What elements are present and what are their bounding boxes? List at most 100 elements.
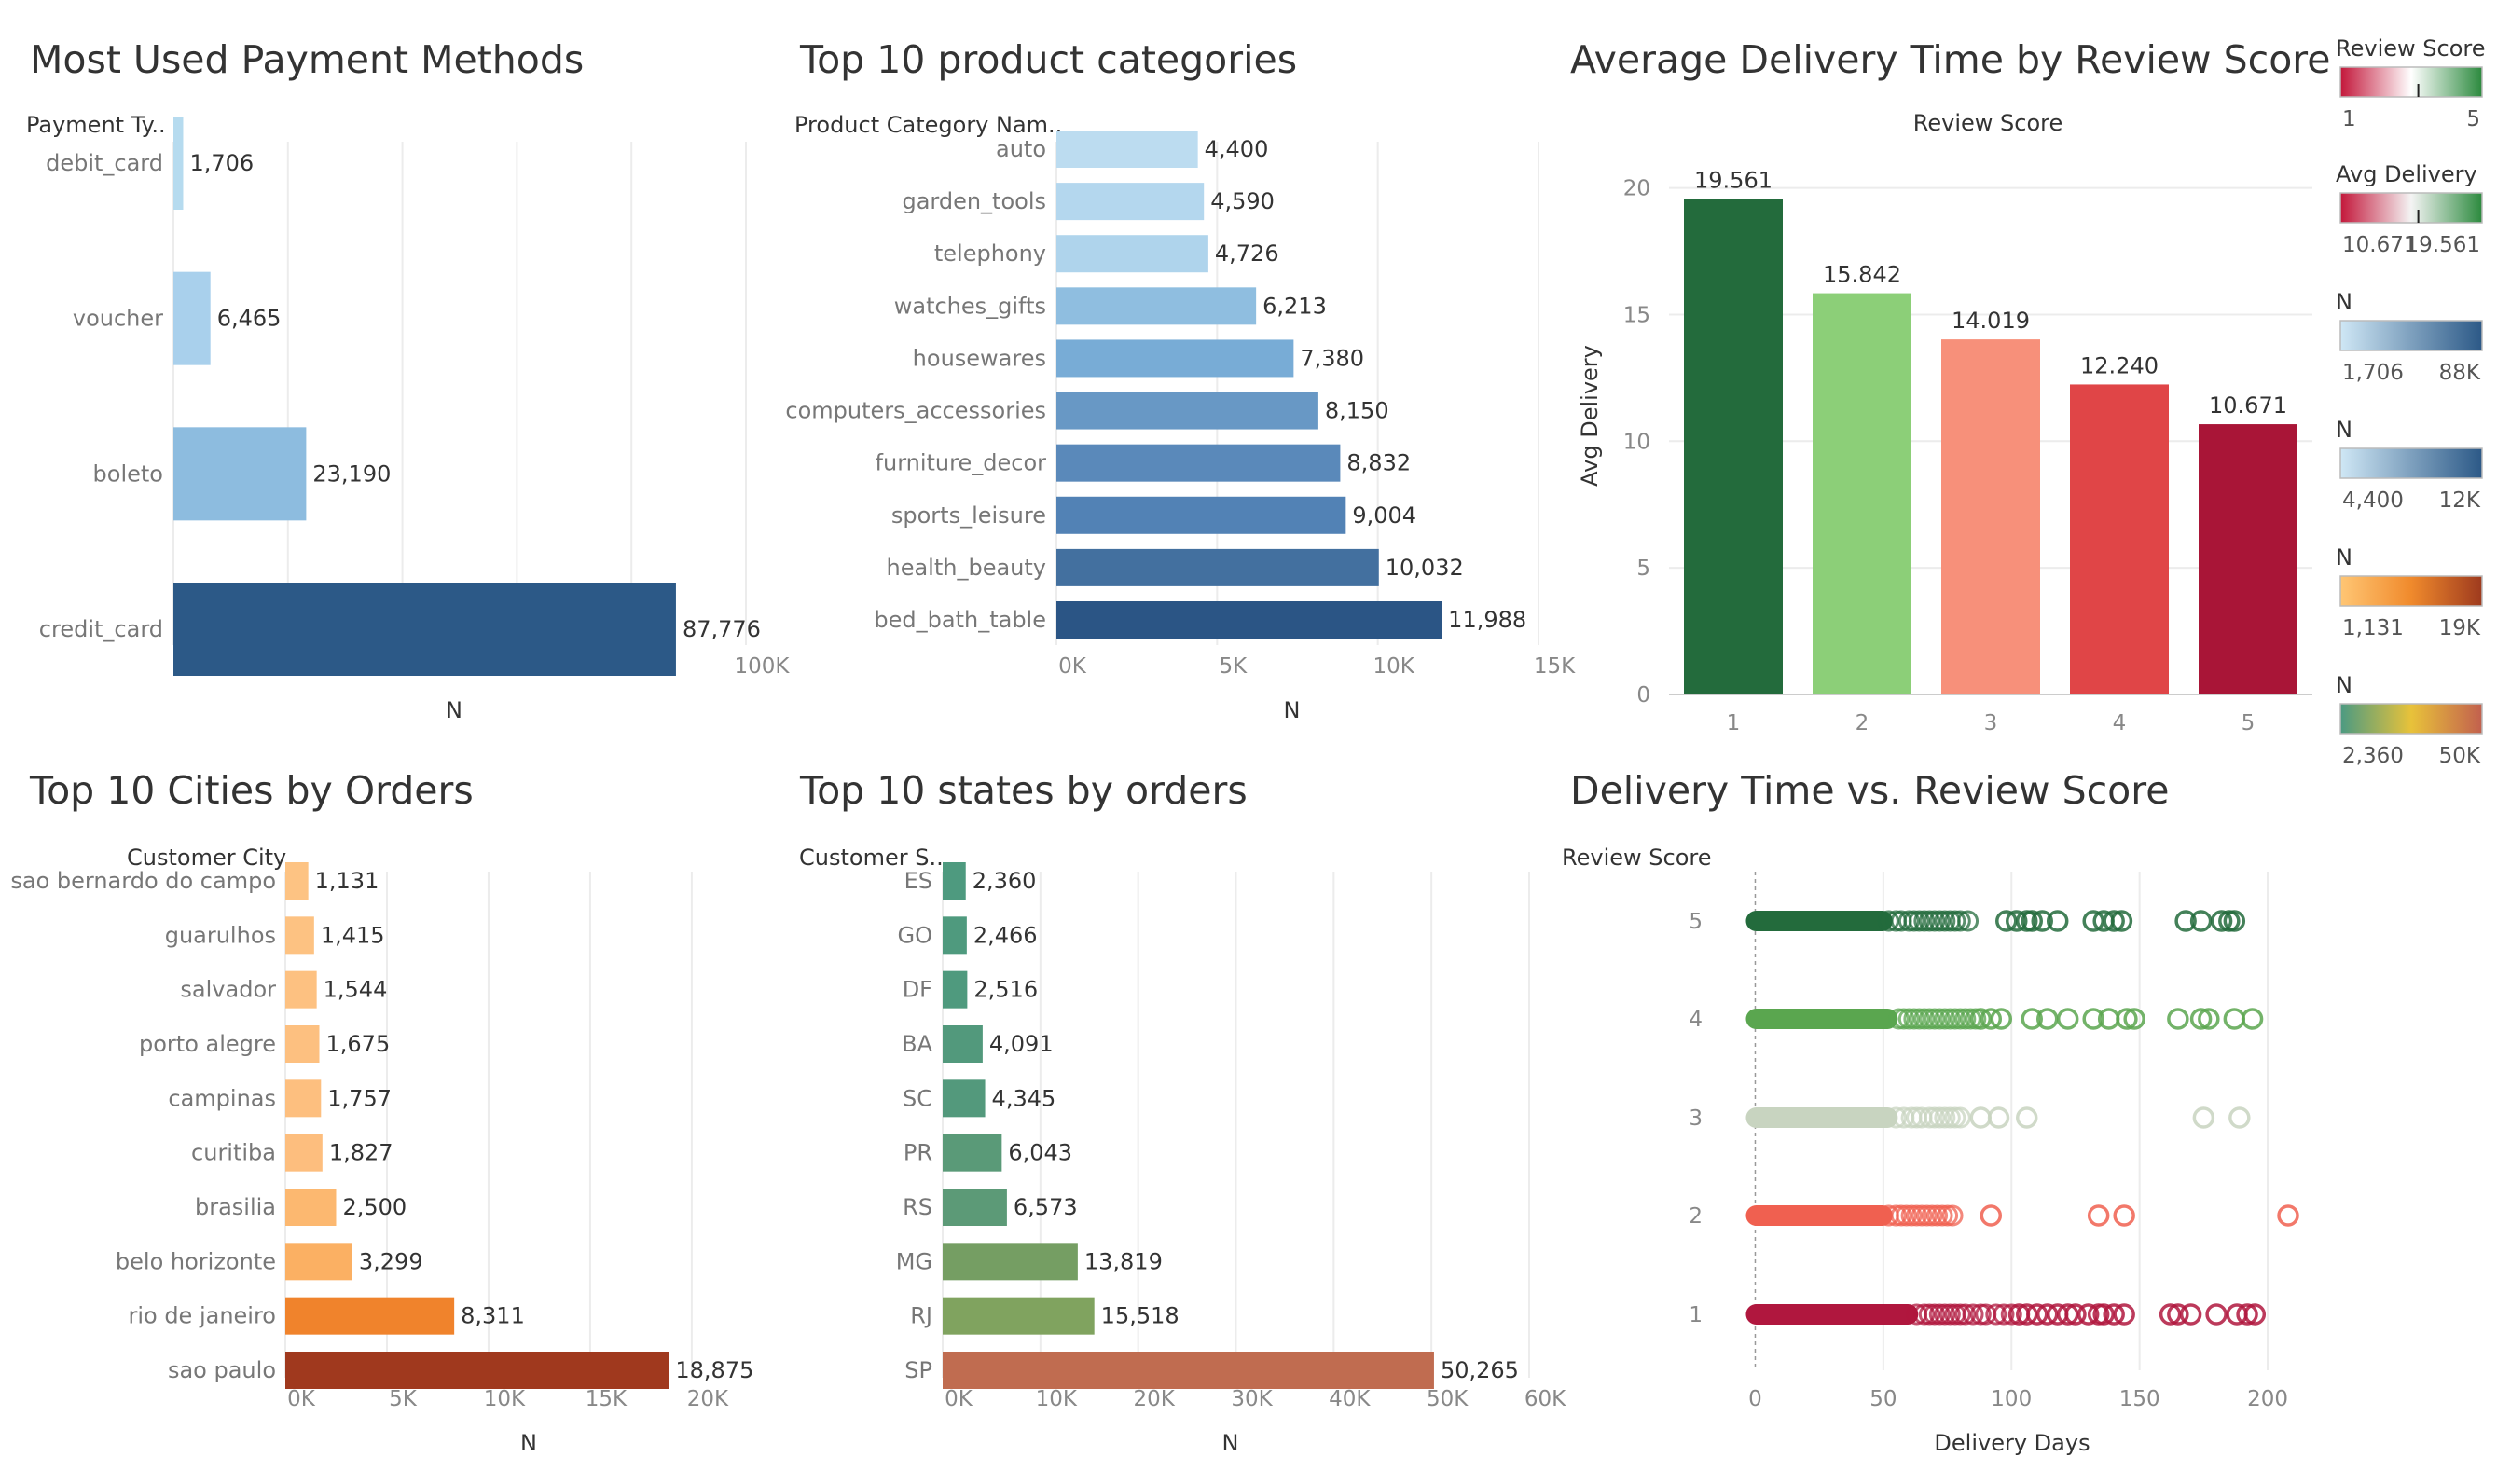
category-label: SP (904, 1357, 932, 1383)
x-tick-label: 50K (1427, 1387, 1469, 1411)
x-tick-label: 200 (2247, 1387, 2288, 1411)
bar (173, 583, 676, 676)
bar (943, 1243, 1078, 1281)
value-label: 11,988 (1448, 607, 1526, 633)
legend-5: N 2,360 50K (2336, 672, 2483, 768)
column-header: Review Score (1913, 110, 2062, 136)
value-label: 6,043 (1008, 1140, 1072, 1166)
legend-title: N (2336, 417, 2352, 443)
value-label: 6,213 (1262, 293, 1327, 319)
x-tick-label: 150 (2119, 1387, 2160, 1411)
chart-title: Top 10 product categories (799, 37, 1297, 82)
category-label: brasilia (195, 1194, 276, 1220)
x-tick-label: 1 (1727, 711, 1741, 735)
data-point (1957, 910, 1980, 932)
chart-avg_delivery: Average Delivery Time by Review Score Rev… (1570, 37, 2330, 735)
row-header: Product Category Nam.. (794, 112, 1062, 138)
legend-3: N 4,400 12K (2336, 417, 2483, 513)
value-label: 1,415 (321, 922, 385, 948)
data-point (2159, 1303, 2182, 1326)
data-point (2189, 910, 2213, 932)
y-tick-label: 4 (1689, 1008, 1703, 1032)
category-label: sao paulo (168, 1357, 276, 1383)
data-point (2035, 1303, 2059, 1326)
category-label: housewares (913, 345, 1046, 371)
data-point (1990, 1008, 2013, 1030)
category-label: porto alegre (139, 1031, 276, 1057)
data-point (2021, 910, 2043, 932)
category-label: boleto (93, 460, 163, 487)
category-label: salvador (180, 977, 276, 1003)
category-label: ES (904, 868, 932, 894)
bar (1056, 548, 1379, 586)
chart-scatter: Delivery Time vs. Review Score Review Sco… (1562, 768, 2299, 1456)
category-label: computers_accessories (785, 398, 1046, 424)
data-point (1969, 1106, 1993, 1129)
y-axis-title: Avg Delivery (1577, 345, 1603, 487)
point-cluster (1745, 1205, 1893, 1226)
x-axis-title: N (1222, 1430, 1239, 1456)
data-point (2110, 910, 2133, 932)
x-tick-label: 30K (1231, 1387, 1273, 1411)
data-point (2082, 1008, 2104, 1030)
y-tick-label: 5 (1689, 910, 1703, 934)
y-tick-label: 5 (1636, 556, 1650, 581)
data-point (2046, 910, 2069, 932)
category-label: voucher (73, 306, 163, 332)
value-label: 1,131 (315, 868, 379, 894)
x-tick-label: 5K (1219, 654, 1248, 679)
category-label: sports_leisure (891, 502, 1046, 529)
y-tick-label: 0 (1636, 683, 1650, 708)
row-header: Customer City (127, 845, 286, 871)
x-tick-label: 10K (484, 1387, 526, 1411)
legend-max-label: 5 (2466, 107, 2480, 131)
category-label: GO (898, 922, 933, 948)
data-point (2076, 1303, 2100, 1326)
category-label: curitiba (191, 1140, 276, 1166)
chart-states: Top 10 states by orders Customer S.. 0K 10K… (799, 768, 1566, 1456)
bar (943, 916, 967, 955)
chart-cities: Top 10 Cities by Orders Customer City 0K 5K… (10, 768, 753, 1456)
x-tick-label: 3 (1984, 711, 1998, 735)
category-label: debit_card (46, 150, 163, 176)
bar (1684, 199, 1783, 695)
category-label: watches_gifts (894, 293, 1046, 319)
value-label: 2,500 (342, 1194, 407, 1220)
bar (173, 271, 211, 365)
bar (285, 970, 317, 1009)
chart-title: Delivery Time vs. Review Score (1570, 768, 2169, 813)
category-label: MG (896, 1248, 932, 1274)
value-label: 4,726 (1215, 240, 1279, 267)
category-label: telephony (934, 240, 1046, 267)
value-label: 9,004 (1352, 502, 1416, 529)
bar (1941, 339, 2040, 694)
legend-title: N (2336, 289, 2352, 315)
bar (173, 117, 184, 210)
legend-title: N (2336, 672, 2352, 698)
bar (1056, 339, 1294, 378)
data-point (2031, 910, 2053, 932)
data-point (2167, 1303, 2189, 1326)
legend-4: N 1,131 19K (2336, 544, 2483, 640)
data-point (2243, 1303, 2267, 1326)
category-label: RS (903, 1194, 932, 1220)
y-tick-label: 10 (1623, 430, 1650, 454)
bar (285, 1243, 352, 1281)
data-point (2198, 1008, 2220, 1030)
bar (285, 1079, 322, 1118)
value-label: 3,299 (359, 1248, 423, 1274)
category-label: sao bernardo do campo (10, 868, 276, 894)
data-point (1980, 1204, 2003, 1227)
data-point (1993, 1303, 2015, 1326)
category-label: PR (904, 1140, 932, 1166)
value-label: 4,091 (989, 1031, 1054, 1057)
x-tick-label: 0K (1058, 654, 1087, 679)
legend-color-ramp (2339, 447, 2483, 479)
category-label: SC (903, 1085, 932, 1111)
value-label: 4,590 (1210, 188, 1275, 214)
data-point (2087, 1204, 2110, 1227)
x-tick-label: 0K (287, 1387, 316, 1411)
